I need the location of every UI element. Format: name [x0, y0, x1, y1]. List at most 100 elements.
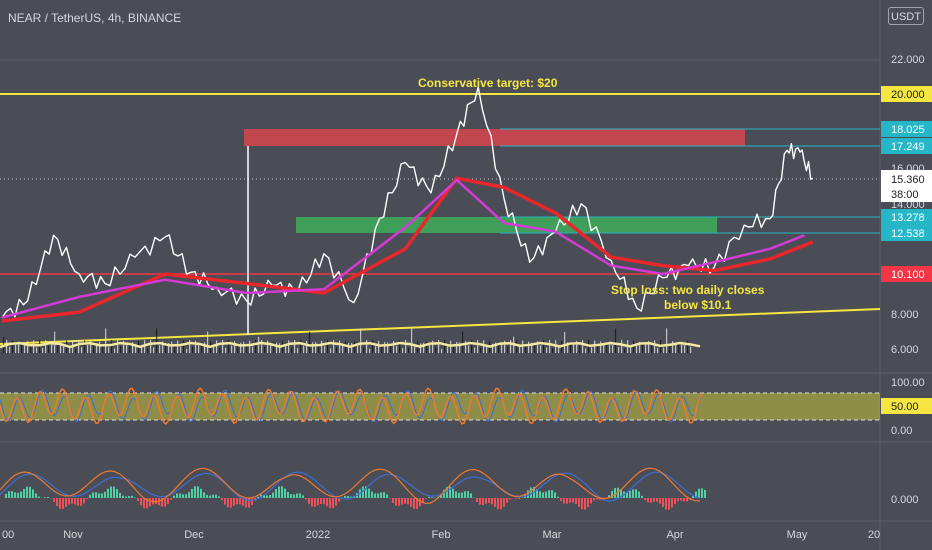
- histogram-bar: [32, 489, 34, 498]
- volume-bar: [123, 340, 125, 353]
- histogram-bar: [38, 496, 40, 498]
- histogram-bar: [212, 494, 214, 498]
- time-tick-label: Mar: [543, 529, 562, 541]
- histogram-bar: [173, 495, 175, 498]
- volume-bar: [156, 328, 158, 353]
- resistance-top-label-bg: [881, 121, 932, 137]
- histogram-bar: [161, 498, 163, 507]
- histogram-bar: [647, 498, 649, 503]
- volume-ma-line: [0, 341, 701, 349]
- histogram-bar: [248, 498, 250, 508]
- histogram-bar: [530, 487, 532, 498]
- volume-bar: [330, 348, 332, 353]
- histogram-bar: [332, 498, 334, 509]
- histogram-bar: [509, 498, 511, 500]
- volume-bar: [663, 347, 665, 353]
- volume-bar: [321, 340, 323, 353]
- histogram-bar: [11, 491, 13, 498]
- histogram-bar: [242, 498, 244, 506]
- histogram-bar: [134, 497, 136, 498]
- volume-bar: [99, 341, 101, 353]
- histogram-bar: [215, 494, 217, 498]
- histogram-bar: [317, 498, 319, 506]
- price-axis: 22.00016.00014.0008.0006.00020.00018.025…: [881, 54, 932, 506]
- histogram-bar: [278, 486, 280, 498]
- volume-bar: [576, 340, 578, 353]
- volume-bar: [45, 340, 47, 353]
- histogram-bar: [59, 498, 61, 509]
- histogram-bar: [692, 496, 694, 498]
- histogram-bar: [110, 486, 112, 498]
- volume-bar: [102, 345, 104, 353]
- volume-bar: [39, 340, 41, 353]
- histogram-bar: [401, 498, 403, 505]
- volume-bar: [231, 345, 233, 353]
- resistance-zone: [244, 129, 745, 146]
- volume-bar: [501, 344, 503, 353]
- histogram-bar: [182, 494, 184, 498]
- volume-bar: [132, 342, 134, 353]
- histogram-bar: [701, 488, 703, 498]
- volume-bar: [492, 343, 494, 353]
- volume-bar: [192, 346, 194, 353]
- volume-bar: [585, 348, 587, 353]
- histogram-bar: [83, 498, 85, 504]
- target-annotation: Conservative target: $20: [418, 76, 558, 90]
- histogram-bar: [128, 496, 130, 498]
- volume-bar: [654, 340, 656, 353]
- volume-bar: [27, 341, 29, 353]
- series-line-ma-slow: [1, 176, 814, 323]
- volume-bar: [657, 348, 659, 353]
- volume-bar: [114, 348, 116, 353]
- histogram-bar: [5, 493, 7, 498]
- histogram-bar: [206, 494, 208, 498]
- volume-bar: [165, 343, 167, 353]
- volume-bar: [81, 347, 83, 353]
- support-bottom-label-bg: [881, 225, 932, 241]
- histogram-bar: [362, 486, 364, 498]
- volume-bar: [57, 342, 59, 353]
- volume-bar: [264, 346, 266, 353]
- volume-bar: [255, 340, 257, 353]
- histogram-bar: [578, 498, 580, 507]
- histogram-bar: [71, 498, 73, 504]
- time-tick-label: 20: [868, 529, 880, 541]
- volume-bar: [651, 345, 653, 353]
- volume-bar: [384, 342, 386, 353]
- currency-button[interactable]: USDT: [888, 7, 924, 25]
- volume-bar: [483, 340, 485, 353]
- volume-bar: [414, 345, 416, 353]
- histogram-bar: [380, 492, 382, 498]
- histogram-bar: [425, 498, 427, 499]
- histogram-bar: [377, 493, 379, 498]
- histogram-bar: [302, 495, 304, 498]
- volume-bar: [618, 347, 620, 353]
- volume-bar: [258, 336, 260, 353]
- volume-bar: [420, 343, 422, 353]
- volume-bar: [78, 340, 80, 353]
- histogram-bar: [404, 498, 406, 504]
- volume-bar: [609, 341, 611, 353]
- volume-bar: [534, 343, 536, 353]
- time-tick-label: May: [787, 529, 808, 541]
- volume-bar: [477, 340, 479, 353]
- volume-bar: [456, 341, 458, 353]
- osc-highlight-label: 50.00: [891, 401, 919, 413]
- volume-bar: [390, 343, 392, 353]
- histogram-bar: [200, 488, 202, 498]
- histogram-bar: [395, 498, 397, 506]
- volume-bar: [147, 348, 149, 353]
- volume-bar: [108, 347, 110, 353]
- volume-bar: [615, 328, 617, 353]
- volume-bar: [246, 344, 248, 353]
- volume-bar: [645, 343, 647, 353]
- histogram-bar: [263, 494, 265, 498]
- histogram-bar: [416, 498, 418, 509]
- histogram-bar: [113, 486, 115, 498]
- histogram-bar: [335, 498, 337, 506]
- histogram-bar: [308, 498, 310, 504]
- histogram-bar: [311, 498, 313, 507]
- volume-bar: [105, 328, 107, 353]
- histogram-bar: [551, 490, 553, 498]
